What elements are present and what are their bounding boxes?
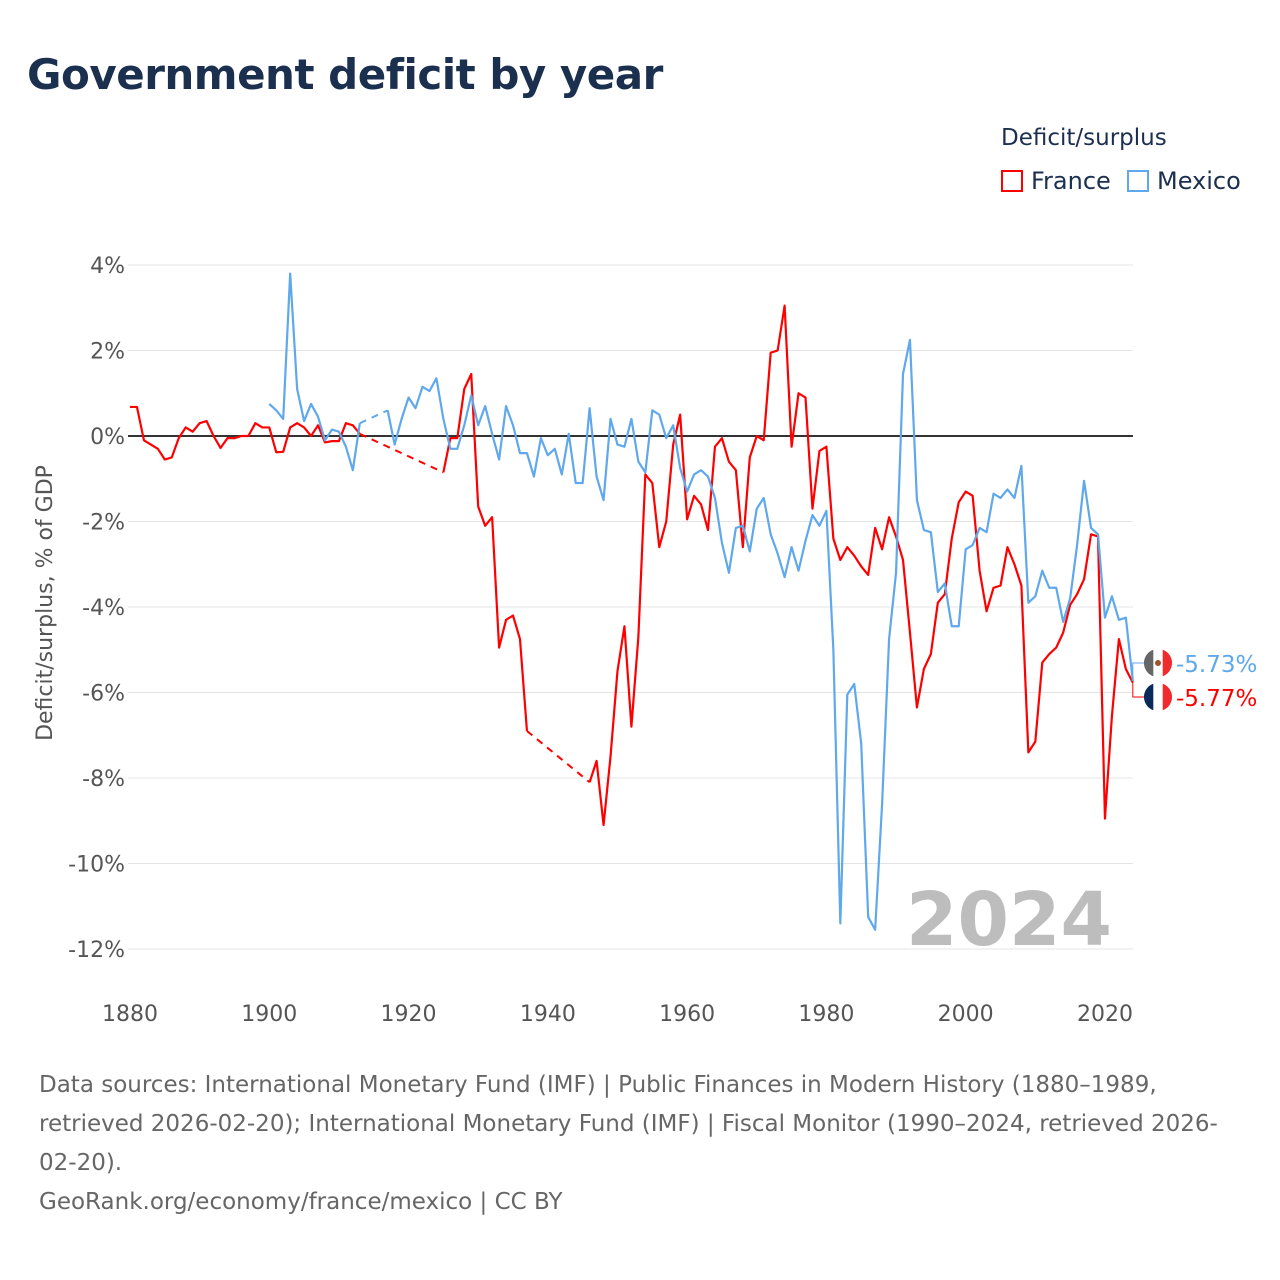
x-tick-label: 1940 [520,1002,576,1027]
credit-link[interactable]: GeoRank.org/economy/france/mexico | CC B… [39,1189,563,1215]
gap-connector-france [359,432,444,474]
footer: Data sources: International Monetary Fun… [39,1066,1239,1222]
france-flag-red [1162,683,1173,711]
mexico-flag-emblem [1155,660,1161,666]
france-flag-blue [1143,683,1154,711]
y-tick-label: -12% [68,938,125,963]
y-axis-label: Deficit/surplus, % of GDP [33,465,58,741]
gap-connector-mexico [359,409,389,425]
y-tick-label: -10% [68,853,125,878]
legend-label-mexico: Mexico [1157,167,1241,195]
x-tick-label: 2000 [938,1002,994,1027]
year-watermark: 2024 [906,877,1112,963]
mexico-flag-green [1143,649,1154,677]
y-tick-label: 0% [90,425,125,450]
x-tick-label: 1920 [381,1002,437,1027]
y-tick-label: 2% [90,340,125,365]
series-line-france [442,372,529,732]
mexico-flag-red [1162,649,1173,677]
y-tick-label: -2% [82,511,125,536]
chart-title: Government deficit by year [27,50,663,99]
legend-swatch-mexico [1127,170,1149,192]
end-leader-france [1132,682,1145,698]
x-tick-label: 1960 [659,1002,715,1027]
series-line-france [130,405,361,461]
x-tick-label: 1900 [241,1002,297,1027]
y-tick-label: 4% [90,254,125,279]
end-leader-mexico [1132,662,1145,681]
y-tick-label: -8% [82,767,125,792]
series-line-mexico [268,272,361,472]
y-tick-label: -4% [82,596,125,621]
legend-label-france: France [1031,167,1111,195]
gap-connector-france [526,730,591,784]
end-label-france: -5.77% [1176,686,1257,712]
y-tick-label: -6% [82,682,125,707]
x-tick-label: 1880 [102,1002,158,1027]
series-line-france [588,304,1134,827]
series-line-mexico [386,338,1134,931]
legend-swatch-france [1001,170,1023,192]
end-label-mexico: -5.73% [1176,652,1257,678]
legend-item-france[interactable]: France [1001,167,1111,195]
x-tick-label: 2020 [1077,1002,1133,1027]
legend-item-mexico[interactable]: Mexico [1127,167,1241,195]
legend-title: Deficit/surplus [1001,125,1167,151]
data-sources: Data sources: International Monetary Fun… [39,1072,1218,1176]
x-tick-label: 1980 [798,1002,854,1027]
